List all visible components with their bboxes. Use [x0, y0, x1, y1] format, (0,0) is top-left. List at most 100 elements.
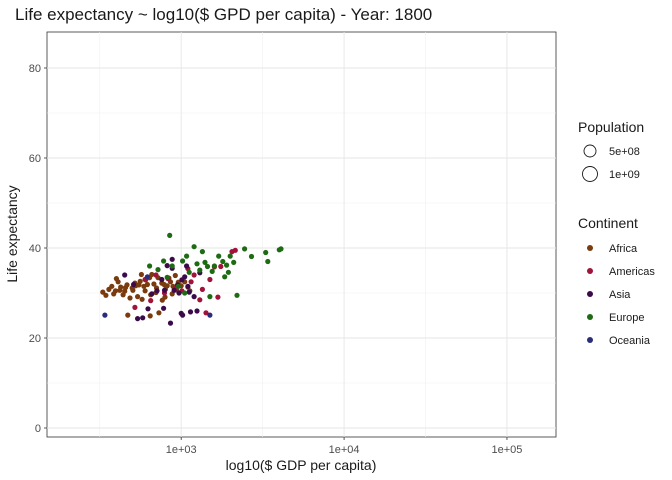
point-asia	[135, 316, 141, 322]
legend-key-africa	[587, 245, 593, 251]
data-points	[100, 232, 284, 326]
point-europe	[225, 269, 231, 275]
point-europe	[184, 253, 190, 259]
legend-size-label: 1e+09	[609, 169, 640, 181]
point-africa	[118, 284, 124, 290]
point-africa	[139, 296, 145, 302]
point-europe	[204, 263, 211, 270]
point-africa	[149, 271, 155, 278]
point-asia	[131, 281, 137, 288]
point-europe	[209, 268, 215, 274]
point-asia	[161, 287, 168, 293]
point-europe	[164, 274, 170, 280]
point-africa	[127, 295, 133, 301]
point-americas	[215, 294, 221, 300]
legend-label-americas: Americas	[609, 266, 655, 278]
legend-key-americas	[587, 268, 593, 274]
point-africa	[156, 310, 162, 316]
point-asia	[122, 272, 128, 278]
point-europe	[231, 259, 237, 265]
legend-population-title: Population	[578, 119, 644, 135]
point-europe	[199, 249, 205, 255]
point-asia	[176, 290, 182, 296]
plot-panel	[46, 31, 557, 438]
grid-minor	[47, 32, 556, 437]
legend-key-asia	[587, 291, 593, 297]
point-europe	[211, 263, 217, 269]
point-europe	[194, 261, 200, 267]
point-asia	[149, 291, 155, 297]
grid-major	[47, 32, 556, 437]
point-europe	[248, 253, 255, 260]
point-asia	[169, 256, 175, 262]
point-africa	[162, 294, 168, 300]
legend-size-key	[583, 144, 597, 158]
point-americas	[188, 279, 194, 285]
point-africa	[142, 288, 148, 294]
point-asia	[154, 288, 160, 294]
plot-border	[46, 31, 557, 438]
point-europe	[242, 246, 248, 252]
point-africa	[147, 313, 153, 319]
point-europe	[222, 274, 228, 280]
point-asia	[145, 306, 151, 312]
point-europe	[155, 267, 161, 273]
point-asia	[185, 283, 191, 289]
point-africa	[144, 281, 150, 288]
legend-key-oceania	[587, 337, 593, 343]
legend-label-asia: Asia	[609, 289, 631, 301]
point-europe	[227, 253, 233, 259]
legend-size-key	[582, 166, 598, 182]
point-oceania	[102, 312, 108, 318]
point-africa	[112, 288, 119, 294]
point-asia	[187, 309, 194, 315]
legend-key-europe	[587, 314, 593, 320]
point-americas	[232, 247, 238, 253]
point-oceania	[144, 274, 150, 280]
legend-continent: Continent Africa Americas Asia Europe Oceani…	[578, 215, 655, 347]
point-europe	[167, 232, 173, 238]
y-tick-label: 0	[35, 423, 41, 435]
point-asia	[167, 320, 174, 326]
point-europe	[263, 249, 269, 256]
point-africa	[125, 312, 131, 318]
point-americas	[153, 272, 159, 278]
legend-label-europe: Europe	[609, 312, 644, 324]
point-asia	[191, 294, 197, 300]
point-europe	[265, 258, 271, 265]
point-americas	[207, 276, 213, 283]
x-tick-label: 1e+03	[166, 444, 197, 456]
point-americas	[191, 272, 197, 278]
point-africa	[103, 292, 109, 298]
point-africa	[115, 279, 121, 285]
y-tick-label: 60	[29, 153, 41, 165]
point-americas	[199, 286, 205, 292]
point-europe	[216, 253, 222, 259]
point-europe	[224, 262, 230, 268]
legend-size-label: 5e+08	[609, 146, 640, 158]
point-europe	[234, 292, 240, 298]
y-tick-label: 80	[29, 63, 41, 75]
point-europe	[220, 258, 226, 265]
point-europe	[278, 246, 284, 252]
legend-continent-title: Continent	[578, 215, 638, 231]
point-americas	[203, 310, 209, 316]
point-asia	[164, 263, 170, 269]
point-europe	[197, 267, 203, 273]
point-africa	[135, 294, 141, 300]
point-africa	[137, 278, 143, 284]
point-americas	[132, 304, 138, 310]
legend-label-oceania: Oceania	[609, 335, 651, 347]
point-asia	[171, 287, 177, 293]
x-axis: 1e+03 1e+04 1e+05	[166, 437, 522, 456]
point-africa	[164, 283, 170, 289]
point-asia	[182, 274, 188, 280]
legend-label-africa: Africa	[609, 243, 638, 255]
x-axis-title: log10($ GDP per capita)	[226, 457, 377, 473]
point-europe	[161, 258, 167, 264]
point-europe	[191, 244, 197, 250]
point-americas	[218, 263, 224, 270]
point-americas	[197, 297, 203, 303]
point-asia	[180, 312, 186, 318]
